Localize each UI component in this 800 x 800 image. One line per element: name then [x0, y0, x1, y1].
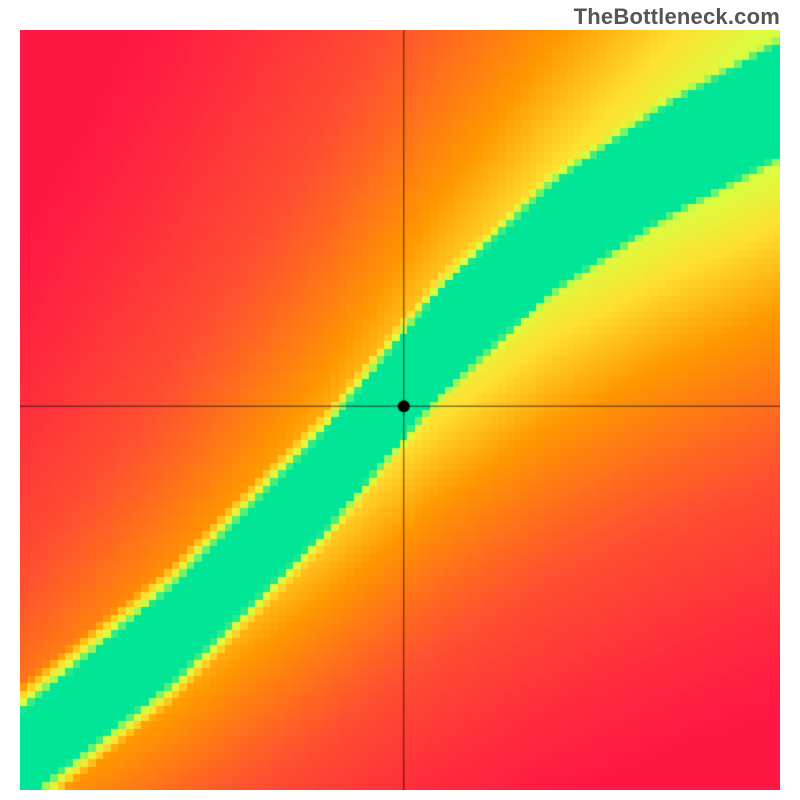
bottleneck-heatmap — [20, 30, 780, 790]
watermark-label: TheBottleneck.com — [574, 4, 780, 30]
